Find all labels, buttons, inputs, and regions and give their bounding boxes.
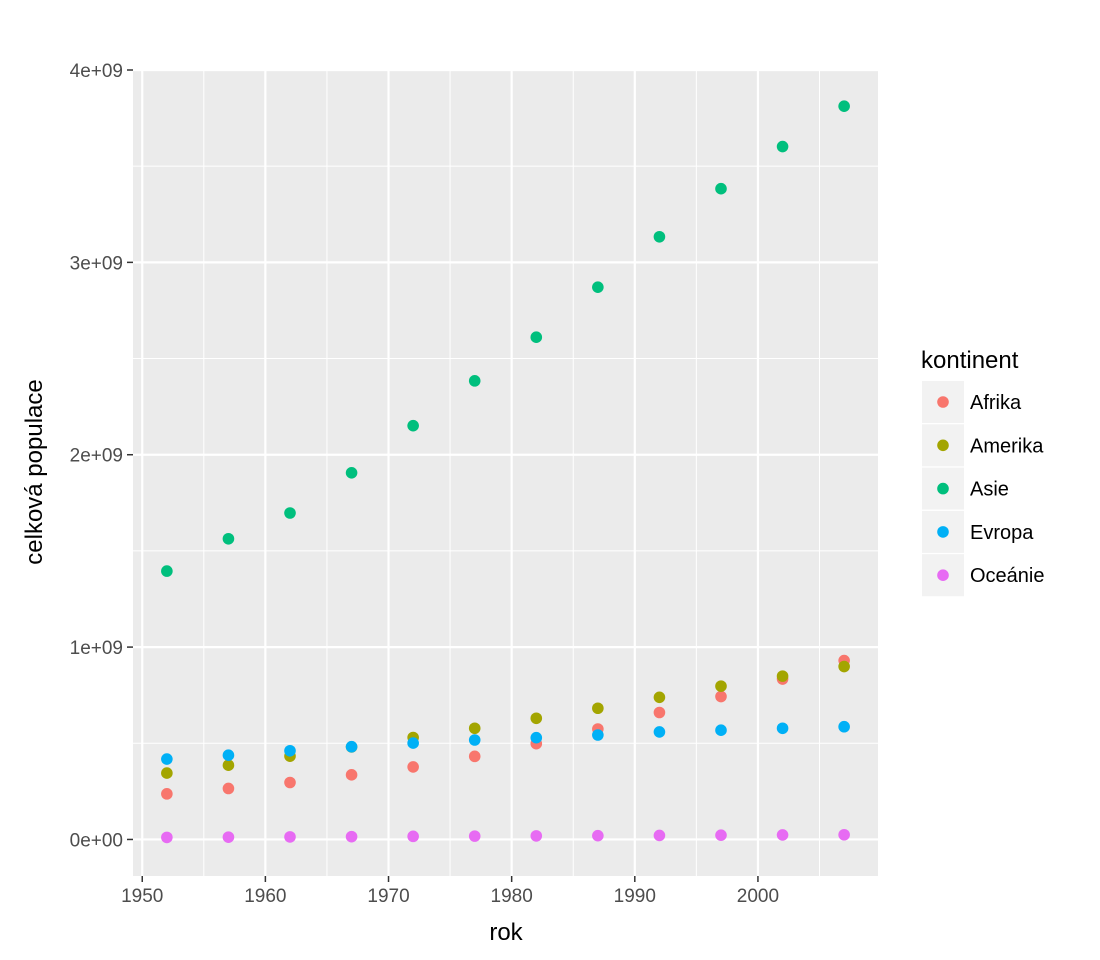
- x-tick-label: 1960: [244, 886, 286, 907]
- data-point: [161, 767, 173, 779]
- grid-major: [133, 68, 878, 876]
- legend-key-point: [937, 439, 949, 452]
- data-point: [407, 737, 419, 749]
- data-point: [468, 830, 481, 842]
- data-point: [407, 419, 419, 432]
- y-tick-labels: 0e+00 1e+09 2e+09 3e+09 4e+09: [70, 61, 123, 851]
- legend-items: Afrika Amerika Asie Evropa Oceánie: [922, 381, 1045, 597]
- data-point: [284, 831, 296, 843]
- data-point: [592, 281, 604, 293]
- data-point: [222, 532, 235, 545]
- data-point: [345, 769, 358, 781]
- legend-title: kontinent: [921, 347, 1019, 374]
- data-point: [653, 726, 666, 738]
- x-tick-label: 1980: [491, 886, 533, 907]
- data-point: [653, 230, 666, 243]
- data-point: [161, 831, 173, 844]
- y-axis-title: celková populace: [21, 379, 48, 564]
- data-point: [284, 744, 296, 757]
- legend-label: Amerika: [970, 435, 1044, 457]
- data-point: [345, 830, 358, 843]
- data-point: [161, 753, 173, 765]
- data-point: [838, 828, 850, 841]
- plot-panel: [133, 70, 878, 876]
- data-point: [715, 182, 727, 195]
- legend-label: Evropa: [970, 522, 1034, 544]
- data-point: [715, 829, 727, 841]
- data-point: [222, 831, 235, 843]
- legend-label: Oceánie: [970, 565, 1045, 587]
- x-tick-label: 1950: [121, 886, 163, 907]
- y-tick-label: 0e+00: [70, 830, 123, 851]
- data-point: [345, 467, 358, 479]
- x-axis-title: rok: [489, 919, 523, 946]
- data-point: [222, 749, 235, 761]
- grid-minor: [133, 70, 878, 876]
- data-point: [530, 331, 543, 343]
- legend-key-point: [937, 396, 949, 408]
- data-point: [407, 830, 419, 843]
- y-tick-label: 2e+09: [70, 446, 123, 467]
- y-tick-label: 3e+09: [70, 253, 123, 274]
- data-point: [284, 507, 296, 519]
- data-point: [222, 759, 235, 771]
- legend-label: Asie: [970, 479, 1009, 501]
- legend: kontinent Afrika Amerika Asie Evropa Oceánie: [921, 347, 1045, 597]
- x-tick-label: 1990: [614, 886, 656, 907]
- data-point: [530, 712, 543, 725]
- data-point: [715, 690, 727, 703]
- data-point: [776, 670, 789, 682]
- legend-label: Afrika: [970, 392, 1022, 414]
- data-point: [592, 702, 604, 715]
- legend-key-point: [937, 526, 949, 538]
- data-point: [530, 830, 543, 842]
- data-point: [776, 722, 789, 735]
- data-point: [592, 829, 604, 842]
- data-point: [653, 829, 666, 842]
- y-tick-label: 1e+09: [70, 638, 123, 659]
- data-point: [776, 140, 789, 153]
- data-point: [468, 722, 481, 735]
- data-point: [776, 829, 789, 841]
- data-point: [653, 706, 666, 719]
- x-tick-labels: 1950 1960 1970 1980 1990 2000: [121, 886, 779, 907]
- legend-key-point: [937, 569, 949, 581]
- data-point: [715, 680, 727, 692]
- data-point: [222, 782, 235, 795]
- data-point: [838, 720, 850, 733]
- x-tick-label: 2000: [737, 886, 779, 907]
- data-point: [468, 375, 481, 387]
- y-tick-label: 4e+09: [70, 61, 123, 82]
- data-point: [407, 761, 419, 773]
- data-points: [161, 100, 850, 844]
- data-point: [161, 565, 173, 577]
- data-point: [838, 660, 850, 673]
- data-point: [530, 731, 543, 744]
- data-point: [345, 740, 358, 753]
- x-tick-label: 1970: [367, 886, 409, 907]
- axis-ticks: [127, 69, 759, 882]
- data-point: [161, 788, 173, 800]
- data-point: [468, 734, 481, 746]
- data-point: [284, 776, 296, 789]
- data-point: [838, 100, 850, 112]
- data-point: [592, 729, 604, 741]
- data-point: [715, 724, 727, 736]
- data-point: [653, 691, 666, 704]
- legend-key-point: [937, 482, 949, 495]
- data-point: [468, 750, 481, 763]
